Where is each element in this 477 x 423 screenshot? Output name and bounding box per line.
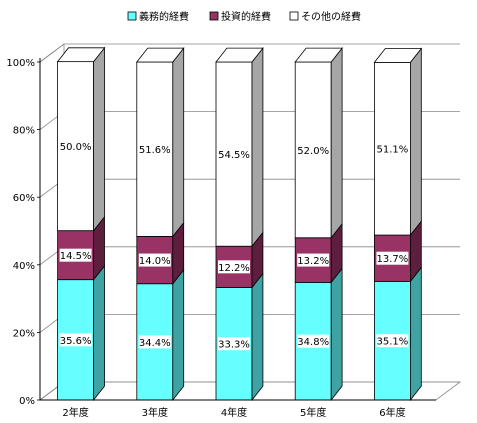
value-label-bg	[376, 142, 409, 156]
legend-label: 義務的経費	[139, 10, 189, 23]
legend-swatch	[289, 11, 299, 21]
bar-top	[135, 47, 185, 63]
y-tick-label: 0%	[19, 396, 35, 407]
value-label-bg	[59, 139, 92, 153]
x-tick-label: 4年度	[221, 406, 247, 419]
value-label-bg	[218, 337, 250, 351]
legend-swatch	[209, 11, 219, 21]
value-label: 35.6%	[60, 336, 92, 347]
x-tick-label: 5年度	[300, 406, 326, 419]
value-labels: 35.6% 14.5% 50.0% 34.4% 14.0% 51.6% 33.3% 12.2%…	[59, 139, 409, 351]
value-label-bg	[138, 142, 171, 156]
y-tick-label: 80%	[13, 126, 35, 137]
legend-label: 投資的経費	[221, 10, 271, 23]
value-label-bg	[297, 334, 330, 348]
value-label-bg	[218, 260, 250, 274]
value-label: 12.2%	[218, 263, 250, 274]
value-label: 33.3%	[218, 340, 250, 351]
value-label-bg	[138, 335, 171, 349]
bar-side	[251, 46, 264, 248]
value-label-bg	[376, 251, 409, 265]
x-tick-label: 6年度	[379, 406, 405, 419]
bar-side	[409, 266, 422, 402]
value-label: 52.0%	[297, 146, 329, 157]
value-label: 13.2%	[297, 256, 329, 267]
bar-side	[251, 272, 264, 402]
legend: 義務的経費 投資的経費 その他の経費	[127, 10, 361, 23]
value-label: 14.5%	[60, 251, 92, 262]
value-label: 14.0%	[139, 256, 171, 267]
bar-side	[172, 268, 185, 402]
value-label: 13.7%	[377, 254, 409, 265]
value-label: 35.1%	[377, 337, 409, 348]
y-tick-label: 40%	[13, 261, 35, 272]
y-tick-label: 100%	[6, 58, 35, 69]
value-label-bg	[138, 253, 171, 267]
value-label: 50.0%	[60, 142, 92, 153]
value-label: 34.4%	[139, 338, 171, 349]
bar-side	[330, 46, 343, 239]
value-label-bg	[59, 333, 92, 347]
bar-side	[409, 47, 422, 237]
value-label-bg	[59, 248, 92, 262]
legend-label: その他の経費	[301, 10, 361, 23]
value-label: 54.5%	[218, 150, 250, 161]
y-tick-label: 60%	[13, 193, 35, 204]
x-tick-label: 3年度	[142, 406, 168, 419]
value-label-bg	[297, 143, 330, 157]
value-label-bg	[297, 253, 330, 267]
bar-top	[56, 47, 106, 63]
gridline	[39, 43, 460, 63]
value-label: 51.1%	[377, 145, 409, 156]
bar-top	[215, 47, 264, 63]
bar-top	[373, 48, 423, 63]
bar-side	[93, 264, 105, 402]
y-tick-label: 20%	[13, 328, 35, 339]
axes: 0% 20% 40% 60% 80% 100% 2年度 3年度 4年度 5年度 6年度	[6, 58, 436, 419]
bar-side	[172, 46, 185, 238]
value-label: 34.8%	[297, 337, 329, 348]
x-tick-label: 2年度	[62, 406, 88, 419]
value-label: 51.6%	[139, 145, 171, 156]
bar-top	[294, 47, 343, 63]
bar-side	[93, 46, 105, 232]
bar-side	[330, 267, 343, 402]
value-label-bg	[376, 334, 409, 348]
value-label-bg	[218, 147, 250, 161]
legend-swatch	[127, 11, 137, 21]
